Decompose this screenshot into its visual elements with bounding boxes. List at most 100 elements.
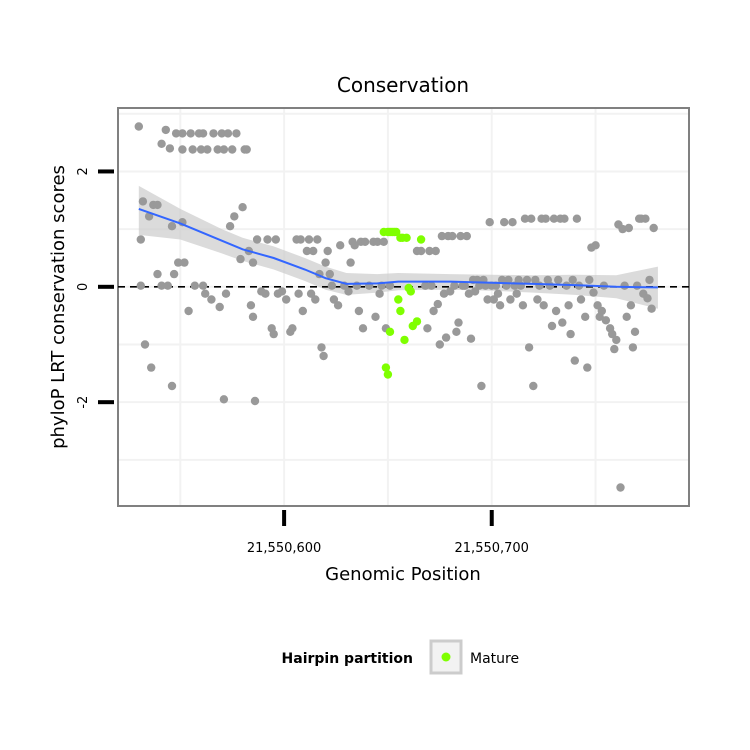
legend-entry-mature: Mature (470, 651, 519, 667)
data-point-other (207, 295, 216, 304)
data-point-other (302, 246, 312, 256)
data-point-other (460, 281, 469, 290)
data-point-other (198, 281, 208, 290)
data-point-other (238, 203, 247, 212)
data-point-other (304, 235, 314, 244)
data-point-other (140, 340, 150, 349)
data-point-other (153, 200, 162, 210)
data-point-other (522, 275, 532, 285)
data-point-other (327, 281, 337, 290)
data-point-other (597, 306, 606, 316)
data-point-other (248, 258, 258, 267)
data-point-other (174, 258, 183, 267)
data-point-other (433, 299, 442, 309)
data-point-other (585, 275, 594, 285)
data-point-other (504, 275, 513, 285)
data-point-other (495, 301, 505, 310)
data-point-other (608, 329, 617, 339)
data-point-other (643, 294, 652, 303)
data-point-other (508, 218, 517, 227)
data-point-other (450, 281, 459, 290)
data-point-other (225, 222, 235, 231)
data-point-other (628, 343, 638, 352)
data-point-other (157, 139, 166, 148)
data-point-other (344, 287, 353, 296)
legend-key-mature-marker (441, 652, 451, 662)
data-point-other (591, 241, 600, 250)
data-point-other (242, 145, 251, 154)
smooth-curve (138, 207, 658, 289)
data-point-mature (392, 227, 401, 237)
x-tick-label: 21,550,600 (247, 541, 321, 556)
data-point-other (236, 254, 245, 264)
data-point-other (560, 214, 569, 223)
data-point-other (452, 327, 461, 336)
data-point-other (346, 258, 355, 267)
data-point-other (518, 301, 528, 310)
data-point-other (321, 258, 330, 267)
x-tick-label: 21,550,700 (455, 541, 529, 556)
data-point-other (630, 327, 640, 336)
data-point-other (246, 301, 256, 310)
data-point-other (186, 129, 195, 138)
data-point-other (632, 281, 642, 290)
data-point-other (512, 289, 521, 298)
data-point-other (466, 334, 476, 343)
data-point-other (171, 129, 181, 138)
data-point-other (282, 295, 291, 304)
data-point-other (248, 312, 258, 321)
data-point-other (178, 145, 187, 154)
data-point-other (144, 212, 154, 221)
data-point-mature (383, 370, 393, 379)
data-point-other (294, 289, 303, 298)
data-point-other (485, 218, 494, 227)
data-point-other (531, 275, 540, 285)
data-point-other (641, 214, 650, 223)
grid-lines (119, 109, 688, 505)
data-point-other (306, 289, 316, 298)
data-point-mature (416, 235, 426, 244)
data-point-other (454, 318, 463, 327)
data-point-other (358, 324, 368, 333)
data-point-other (545, 281, 555, 290)
data-point-other (429, 306, 438, 316)
data-point-other (547, 321, 557, 331)
data-point-other (232, 129, 241, 138)
data-point-mature (412, 317, 422, 326)
data-point-other (566, 329, 575, 339)
data-point-other (157, 281, 166, 290)
data-point-other (524, 343, 534, 352)
data-point-other (136, 235, 145, 244)
data-point-other (217, 129, 226, 138)
data-point-other (416, 246, 426, 256)
data-point-other (541, 214, 550, 223)
x-axis-label: Genomic Position (325, 564, 481, 585)
data-point-other (539, 301, 548, 310)
data-point-other (230, 212, 239, 221)
data-point-other (360, 237, 370, 246)
data-point-other (317, 343, 326, 352)
data-point-other (500, 218, 509, 227)
data-point-other (385, 281, 395, 290)
data-point-other (373, 237, 382, 246)
data-point-other (549, 214, 559, 223)
data-point-other (475, 281, 484, 290)
data-point-other (626, 301, 636, 310)
data-point-other (271, 235, 280, 244)
data-point-other (311, 295, 320, 304)
data-point-other (329, 295, 339, 304)
axes: -2 0 2 21,550,600 21,550,700 (76, 167, 529, 556)
data-point-other (288, 324, 297, 333)
data-point-other (350, 241, 359, 250)
data-point-mature (402, 233, 411, 242)
data-point-other (441, 333, 451, 342)
data-point-other (336, 241, 345, 250)
data-point-other (462, 231, 471, 241)
data-point-other (568, 275, 577, 285)
legend-title: Hairpin partition (282, 651, 413, 667)
data-point-other (198, 129, 208, 138)
data-point-mature (381, 363, 391, 372)
data-point-other (493, 289, 503, 298)
data-point-other (319, 351, 328, 361)
